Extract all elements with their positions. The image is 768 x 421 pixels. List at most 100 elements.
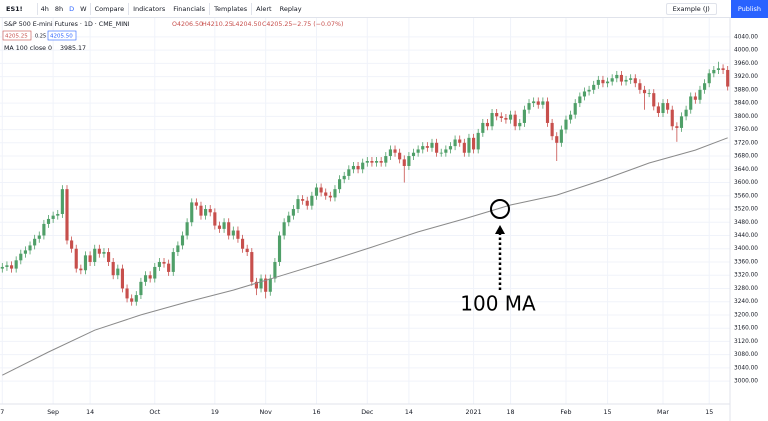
interval[interactable]: D	[69, 4, 75, 13]
candle-body	[370, 161, 374, 163]
candle-body	[176, 245, 180, 253]
candle-body	[633, 78, 637, 84]
candle-body	[282, 222, 286, 236]
candle-body	[107, 252, 111, 262]
candle-body	[467, 137, 471, 153]
candle-body	[208, 209, 212, 213]
annotation-arrowhead	[495, 225, 505, 234]
candle-body	[301, 199, 305, 201]
candle-body	[647, 93, 651, 94]
y-tick-label: 3880.00	[734, 87, 758, 93]
layout-button[interactable]: Example (J)	[665, 2, 717, 15]
replay-button[interactable]: Replay	[279, 4, 302, 13]
candle-body	[28, 245, 32, 251]
y-tick-label: 3480.00	[734, 220, 758, 226]
candle-body	[481, 122, 485, 133]
x-tick-label: 16	[312, 409, 320, 416]
legend-ohlc: O4206.50	[172, 21, 203, 28]
templates-button[interactable]: Templates	[214, 4, 248, 13]
annotation: 100 MA	[460, 199, 536, 316]
candle-body	[495, 113, 499, 117]
interval[interactable]: 8h	[54, 4, 64, 13]
financials-button[interactable]: Financials	[173, 4, 206, 13]
candle-body	[143, 275, 148, 282]
candle-body	[624, 79, 628, 82]
candle-body	[120, 268, 125, 289]
y-tick-label: 3520.00	[734, 207, 758, 213]
candle-body	[721, 68, 725, 70]
candle-body	[402, 159, 406, 166]
candle-body	[661, 103, 665, 114]
candle-body	[0, 266, 4, 269]
candle-body	[629, 78, 633, 80]
candle-body	[476, 132, 480, 150]
x-tick-label: 18	[507, 409, 515, 416]
candle-body	[513, 114, 517, 127]
interval[interactable]: 4h	[40, 4, 49, 13]
y-tick-label: 3400.00	[734, 246, 758, 252]
candle-body	[273, 261, 277, 279]
candle-body	[259, 278, 263, 289]
candle-body	[268, 278, 272, 292]
x-tick-label: 15	[705, 409, 713, 416]
candle-body	[448, 146, 453, 150]
candle-body	[578, 96, 582, 104]
candle-body	[134, 295, 138, 302]
y-tick-label: 3120.00	[734, 339, 758, 345]
candle-body	[532, 101, 536, 104]
candle-body	[693, 96, 697, 100]
toolbar: ES1! 4h 8h D W Compare Indicators Financ…	[0, 0, 768, 18]
legend-change: −2.75 (−0.07%)	[292, 21, 344, 28]
candle-body	[638, 83, 642, 90]
candle-body	[652, 93, 656, 107]
candle-body	[37, 235, 41, 239]
spread: 0.25	[35, 34, 46, 40]
candle-body	[605, 81, 610, 84]
x-tick-label: 14	[405, 409, 413, 416]
ask-price: 4205.50	[50, 34, 73, 40]
candle-body	[70, 240, 74, 249]
separator	[36, 2, 38, 15]
candle-body	[522, 109, 526, 123]
candle-body	[656, 106, 660, 114]
candle-body	[518, 122, 522, 127]
candle-body	[227, 222, 231, 236]
candle-body	[236, 230, 240, 239]
y-tick-label: 3680.00	[734, 154, 758, 160]
y-tick-label: 3080.00	[734, 352, 758, 358]
x-tick-label: 14	[86, 409, 94, 416]
candle-body	[435, 142, 439, 153]
candle-body	[587, 89, 591, 92]
interval[interactable]: W	[80, 4, 87, 13]
candle-body	[559, 129, 563, 143]
candle-body	[153, 266, 157, 279]
x-tick-label: Feb	[560, 409, 571, 416]
candle-body	[199, 205, 203, 216]
candle-body	[162, 261, 166, 264]
candle-body	[439, 152, 443, 154]
candle-body	[291, 209, 295, 216]
publish-button[interactable]: Publish	[730, 0, 768, 18]
candle-body	[333, 189, 337, 198]
alert-button[interactable]: Alert	[256, 4, 272, 13]
candle-body	[388, 149, 392, 157]
candle-body	[116, 268, 120, 276]
candle-body	[361, 162, 365, 170]
indicators-button[interactable]: Indicators	[133, 4, 166, 13]
candle-body	[504, 117, 508, 120]
candle-body	[231, 230, 235, 236]
candle-body	[411, 152, 416, 157]
y-tick-label: 3960.00	[734, 61, 758, 67]
annotation-text: 100 MA	[460, 292, 536, 316]
compare-button[interactable]: Compare	[94, 4, 125, 13]
y-tick-label: 3600.00	[734, 180, 758, 186]
candle-body	[485, 122, 490, 127]
y-tick-label: 3760.00	[734, 127, 758, 133]
candle-body	[74, 248, 78, 269]
candle-body	[425, 146, 429, 148]
candle-body	[679, 116, 684, 128]
candle-body	[33, 238, 37, 246]
candle-body	[254, 281, 258, 289]
ask-box	[47, 30, 77, 41]
symbol[interactable]: ES1!	[6, 4, 23, 13]
